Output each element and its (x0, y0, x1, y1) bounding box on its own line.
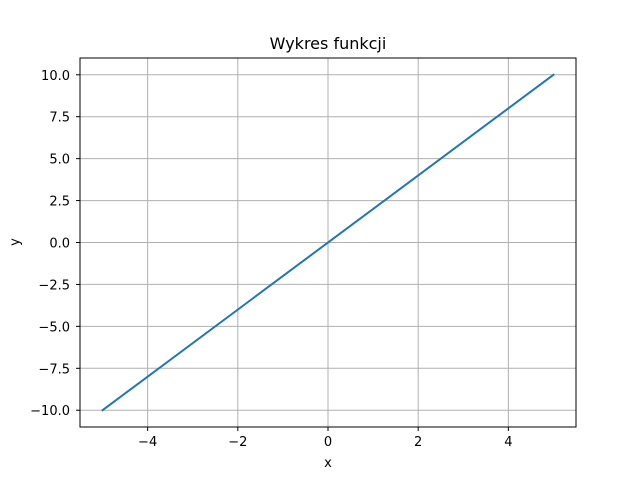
y-tick-label: −2.5 (38, 278, 70, 293)
y-tick-label: 2.5 (49, 195, 70, 210)
y-tick-label: 7.5 (49, 111, 70, 126)
y-tick-label: −5.0 (38, 320, 70, 335)
y-tick-label: −10.0 (30, 404, 70, 419)
y-tick-label: 10.0 (41, 69, 70, 84)
y-tick-label: 5.0 (49, 153, 70, 168)
plot-series (101, 73, 555, 412)
y-tick-label: 0.0 (49, 237, 70, 252)
series-line (101, 73, 555, 412)
x-tick-label: −4 (138, 435, 157, 450)
y-axis-label: y (8, 238, 23, 246)
x-tick-label: −2 (228, 435, 247, 450)
x-axis-label: x (324, 456, 332, 471)
grid-lines (80, 58, 576, 427)
y-tick-label: −7.5 (38, 362, 70, 377)
x-tick-label: 2 (414, 435, 422, 450)
y-axis-ticks: −10.0 −7.5 −5.0 −2.5 0.0 2.5 5.0 7.5 10.0 (30, 69, 80, 419)
x-axis-ticks: −4 −2 0 2 4 (138, 427, 513, 450)
x-tick-label: 4 (504, 435, 512, 450)
chart-title: Wykres funkcji (270, 34, 387, 53)
x-tick-label: 0 (324, 435, 332, 450)
